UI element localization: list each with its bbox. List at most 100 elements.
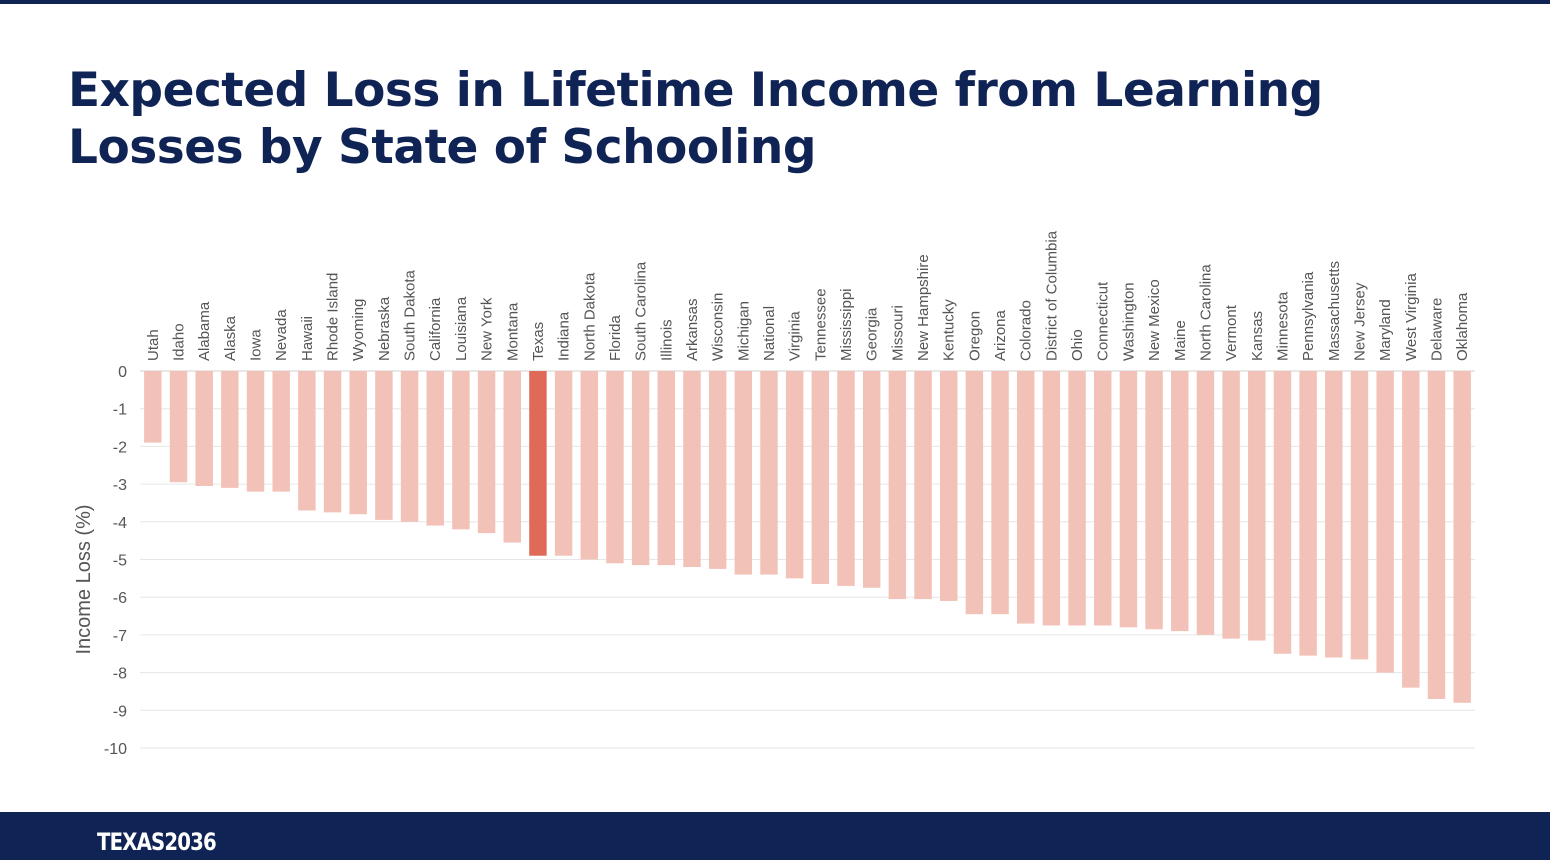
bar-montana (503, 371, 521, 543)
bar-maryland (1376, 371, 1394, 673)
category-label: California (427, 297, 444, 361)
bar-washington (1119, 371, 1138, 628)
category-label: Oregon (966, 311, 983, 361)
bar-california (426, 371, 444, 526)
category-label: Georgia (864, 307, 881, 361)
bar-north-carolina (1196, 371, 1215, 635)
bar-arkansas (683, 371, 701, 568)
category-label: Indiana (556, 311, 573, 361)
category-label: Colorado (1018, 300, 1035, 361)
category-label: New Hampshire (915, 254, 932, 361)
category-label: Montana (504, 302, 521, 361)
category-label: Oklahoma (1454, 292, 1471, 361)
bar-vermont (1222, 371, 1240, 639)
bar-oregon (965, 371, 984, 615)
category-label: West Virginia (1403, 273, 1420, 361)
category-label: Delaware (1428, 298, 1445, 361)
category-label: Virginia (787, 311, 804, 361)
bar-tennessee (811, 371, 830, 585)
bar-iowa (246, 371, 265, 492)
bar-arizona (991, 371, 1009, 615)
y-tick-label: -5 (113, 553, 127, 570)
bar-massachusetts (1325, 371, 1343, 658)
category-label: North Dakota (581, 272, 598, 361)
category-label: Nevada (273, 309, 290, 361)
category-label: Arkansas (684, 298, 701, 361)
category-label: Kentucky (941, 299, 958, 361)
category-label: Maine (1172, 320, 1189, 361)
y-tick-label: -8 (113, 666, 127, 683)
y-axis-title: Income Loss (%) (73, 504, 95, 654)
y-tick-label: -10 (104, 741, 127, 758)
bar-alaska (221, 371, 239, 488)
bar-missouri (888, 371, 907, 600)
bar-north-dakota (580, 371, 599, 560)
category-label: Rhode Island (325, 273, 342, 361)
bar-maine (1171, 371, 1189, 632)
top-rule (0, 0, 1550, 4)
category-label: New Mexico (1146, 279, 1163, 361)
bar-nebraska (375, 371, 393, 520)
category-label: Alabama (196, 301, 213, 361)
bar-texas (529, 371, 547, 556)
category-label: Tennessee (812, 288, 829, 361)
category-label: Michigan (735, 301, 752, 361)
bar-georgia (862, 371, 881, 588)
bar-indiana (554, 371, 573, 556)
income-loss-bar-chart: 0 -1 -2 -3 -4 -5 -6 -7 -8 -9 -10 Income Loss (%) Uta… (73, 230, 1475, 758)
bar-new-hampshire (914, 371, 932, 600)
category-label: Hawaii (299, 316, 316, 361)
bar-nevada (272, 371, 290, 492)
bar-minnesota (1273, 371, 1292, 654)
bar-kansas (1248, 371, 1266, 641)
bar-connecticut (1094, 371, 1112, 626)
category-label: Minnesota (1274, 291, 1291, 361)
category-label: District of Columbia (1043, 230, 1060, 361)
footer-bar (0, 812, 1550, 860)
bar-south-carolina (631, 371, 650, 566)
category-label: Louisiana (453, 296, 470, 361)
category-label: Mississippi (838, 288, 855, 361)
bar-new-mexico (1145, 371, 1163, 630)
brand-logo: TEXAS2036 (97, 828, 217, 856)
category-label: North Carolina (1197, 264, 1214, 361)
bar-south-dakota (400, 371, 419, 522)
category-label: National (761, 306, 778, 361)
bar-wyoming (349, 371, 367, 515)
category-label: Connecticut (1095, 281, 1112, 361)
category-label: New York (479, 297, 496, 361)
category-label: South Dakota (402, 269, 419, 361)
bar-oklahoma (1453, 371, 1471, 703)
bar-utah (144, 371, 162, 443)
y-tick-label: -1 (113, 402, 127, 419)
category-label: Vermont (1223, 304, 1240, 361)
bar-alabama (195, 371, 213, 486)
category-label: Kansas (1249, 311, 1266, 361)
category-label: Missouri (889, 305, 906, 361)
category-label: Washington (1120, 282, 1137, 361)
bar-new-york (477, 371, 496, 534)
y-tick-label: 0 (118, 364, 127, 381)
bar-mississippi (837, 371, 855, 586)
bar-michigan (734, 371, 753, 575)
bar-wisconsin (708, 371, 727, 569)
y-tick-label: -6 (113, 590, 127, 607)
category-label: Alaska (222, 315, 239, 361)
category-label: Texas (530, 322, 547, 361)
bar-louisiana (452, 371, 470, 530)
y-tick-label: -3 (113, 477, 127, 494)
category-label: Nebraska (376, 296, 393, 361)
bar-west-virginia (1402, 371, 1420, 688)
category-label: Pennsylvania (1300, 271, 1317, 361)
category-label: Utah (145, 329, 162, 361)
category-label: Wyoming (350, 299, 367, 361)
category-label: Wisconsin (710, 293, 727, 361)
bar-kentucky (939, 371, 958, 601)
bar-idaho (169, 371, 188, 483)
bar-pennsylvania (1299, 371, 1317, 656)
bar-illinois (657, 371, 676, 566)
y-tick-label: -7 (113, 628, 127, 645)
category-label: Idaho (171, 323, 188, 361)
y-tick-label: -2 (113, 439, 127, 456)
category-label: Ohio (1069, 329, 1086, 361)
